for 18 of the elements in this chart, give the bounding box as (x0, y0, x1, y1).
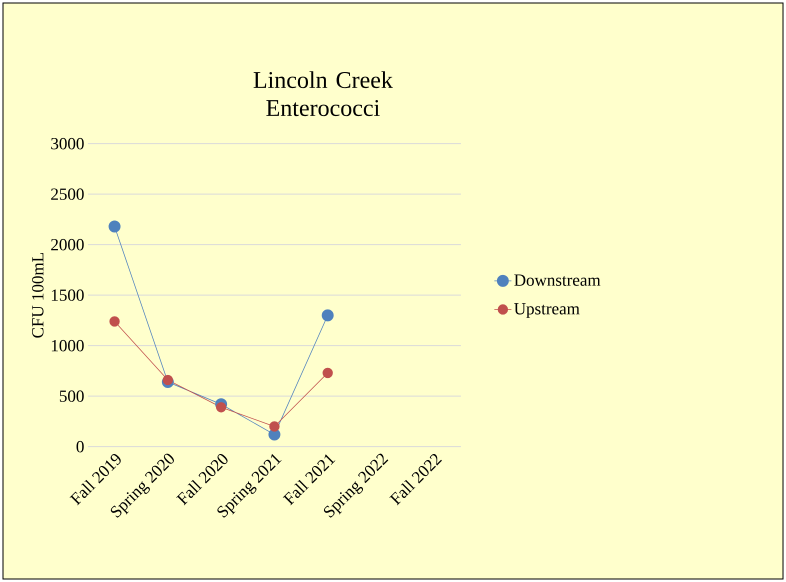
legend-label: Upstream (514, 303, 580, 318)
y-tick-label: 2500 (51, 188, 84, 200)
point (216, 402, 226, 412)
point (322, 368, 333, 378)
legend-label: Downstream (514, 274, 600, 286)
point (322, 309, 334, 322)
point (162, 374, 174, 386)
y-tick-label: 3000 (51, 138, 84, 150)
y-tick-label: 2000 (51, 238, 84, 250)
y-axis-title: CFU 100mL (32, 252, 44, 338)
point (109, 316, 120, 327)
y-tick-label: 1500 (52, 289, 84, 301)
y-tick-label: 0 (76, 440, 84, 452)
point (108, 220, 121, 232)
y-tick-label: 500 (60, 390, 84, 402)
y-tick-label: 1000 (52, 340, 84, 352)
point (269, 421, 280, 432)
chart-title: Lincoln Creek Enterococci (254, 71, 393, 116)
